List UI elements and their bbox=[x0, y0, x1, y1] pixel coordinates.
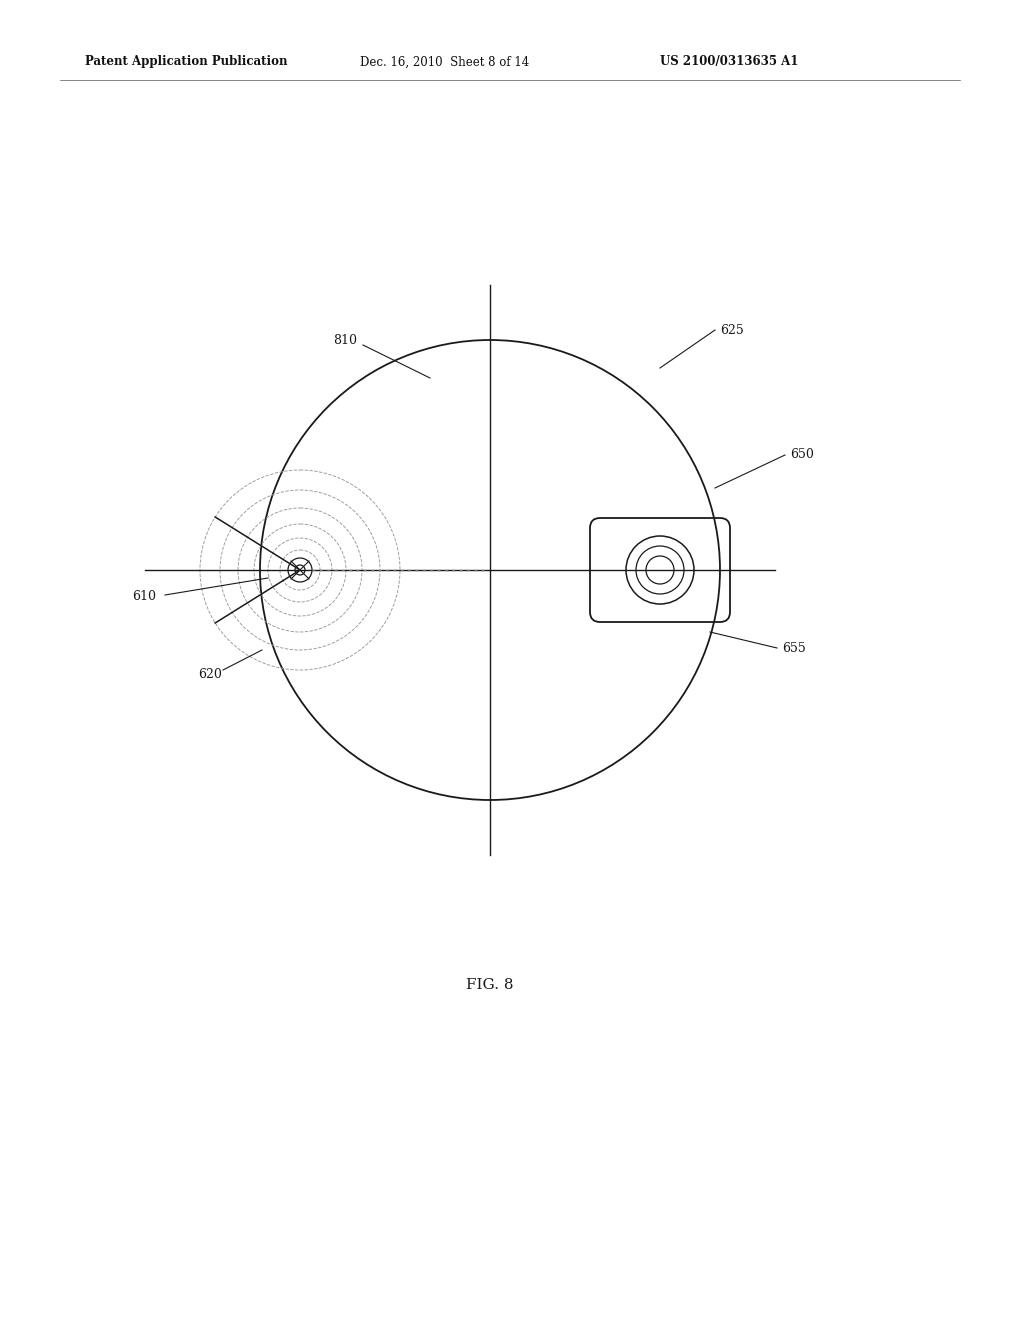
Text: 810: 810 bbox=[333, 334, 357, 346]
Text: FIG. 8: FIG. 8 bbox=[466, 978, 514, 993]
Text: 620: 620 bbox=[198, 668, 222, 681]
Text: Dec. 16, 2010  Sheet 8 of 14: Dec. 16, 2010 Sheet 8 of 14 bbox=[360, 55, 529, 69]
Text: 610: 610 bbox=[132, 590, 156, 603]
Text: Patent Application Publication: Patent Application Publication bbox=[85, 55, 288, 69]
Text: 625: 625 bbox=[720, 323, 743, 337]
Text: 655: 655 bbox=[782, 642, 806, 655]
Text: US 2100/0313635 A1: US 2100/0313635 A1 bbox=[660, 55, 799, 69]
Text: 650: 650 bbox=[790, 449, 814, 462]
